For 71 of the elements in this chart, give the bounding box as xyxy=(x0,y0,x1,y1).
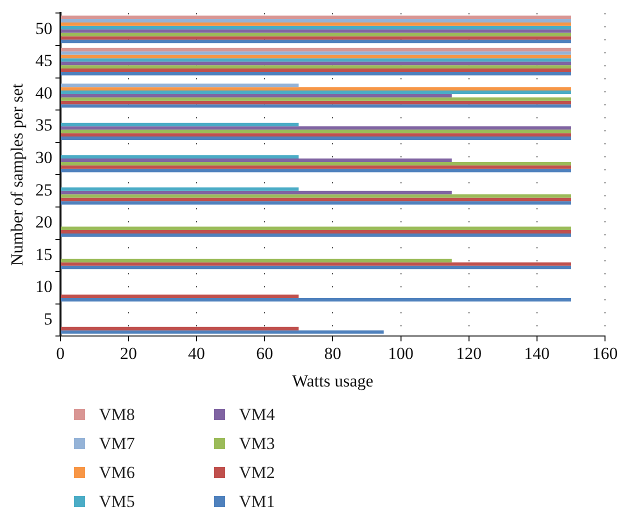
y-tick-label: 30 xyxy=(35,148,52,168)
bar xyxy=(60,19,571,22)
bar xyxy=(60,51,571,55)
bar xyxy=(60,40,571,44)
bar xyxy=(60,65,571,69)
legend-label: VM8 xyxy=(99,404,135,424)
bar xyxy=(60,84,299,88)
bar xyxy=(60,87,571,91)
legend-label: VM7 xyxy=(99,434,135,454)
y-tick-label: 40 xyxy=(35,83,52,102)
bar xyxy=(60,68,571,72)
x-tick-label: 60 xyxy=(256,344,274,363)
bar xyxy=(60,326,299,330)
bar xyxy=(60,155,299,159)
bar xyxy=(60,22,571,26)
bar xyxy=(60,168,571,172)
bar xyxy=(60,16,571,20)
y-tick-label: 20 xyxy=(35,212,52,232)
bar xyxy=(60,158,452,162)
bar xyxy=(60,162,571,166)
y-axis-title: Number of samples per set xyxy=(8,83,27,266)
x-tick-label: 0 xyxy=(56,344,65,363)
legend-label: VM3 xyxy=(239,434,275,454)
bar xyxy=(60,190,452,194)
bar xyxy=(60,133,571,137)
legend-label: VM5 xyxy=(99,492,135,512)
bar xyxy=(60,165,571,169)
y-tick-label: 35 xyxy=(35,116,52,135)
legend-label: VM6 xyxy=(99,462,135,482)
bar xyxy=(60,58,571,62)
bar xyxy=(60,330,384,334)
y-tick-label: 45 xyxy=(35,51,52,70)
bar xyxy=(60,130,571,134)
bar xyxy=(60,104,571,108)
y-tick-label: 15 xyxy=(35,244,52,264)
bar xyxy=(60,90,571,94)
bar xyxy=(60,29,571,33)
legend-label: VM2 xyxy=(239,462,275,482)
bar xyxy=(60,230,571,234)
bar xyxy=(60,62,571,66)
bar xyxy=(60,294,299,298)
x-tick-label: 160 xyxy=(592,344,618,363)
bar xyxy=(60,201,571,205)
bar xyxy=(60,26,571,30)
bar xyxy=(60,187,299,191)
legend-label: VM1 xyxy=(239,492,275,512)
bar xyxy=(60,36,571,40)
bar xyxy=(60,226,571,230)
y-tick-label: 25 xyxy=(35,180,52,200)
bar xyxy=(60,233,571,237)
x-axis-title: Watts usage xyxy=(292,371,374,390)
x-tick-label: 100 xyxy=(388,344,414,363)
y-tick-label: 50 xyxy=(35,18,52,38)
bar xyxy=(60,136,571,140)
y-tick-label: 10 xyxy=(35,277,52,296)
bar xyxy=(60,94,452,98)
bar xyxy=(60,198,571,202)
bar xyxy=(60,97,571,101)
bar xyxy=(60,266,571,270)
x-tick-label: 140 xyxy=(524,344,550,363)
bar xyxy=(60,72,571,76)
x-tick-label: 80 xyxy=(324,344,342,363)
legend-label: VM4 xyxy=(239,404,275,424)
bar xyxy=(60,298,571,302)
bar xyxy=(60,122,299,126)
bar xyxy=(60,48,571,52)
x-tick-label: 120 xyxy=(456,344,482,363)
y-tick-label: 5 xyxy=(44,310,52,329)
x-tick-label: 40 xyxy=(188,344,206,363)
x-tick-label: 20 xyxy=(120,344,137,363)
bar xyxy=(60,258,452,262)
